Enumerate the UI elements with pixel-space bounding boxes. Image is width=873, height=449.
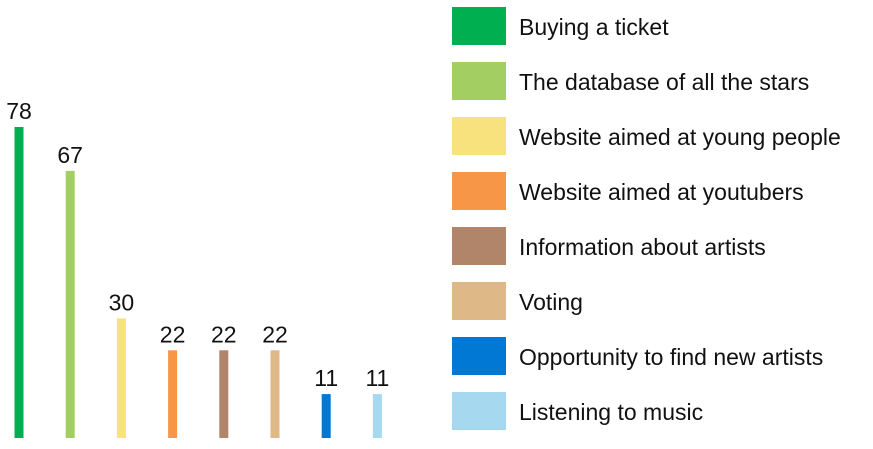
data-label: 22 — [160, 321, 186, 347]
bar — [65, 170, 75, 438]
legend-item: Website aimed at young people — [452, 117, 873, 155]
legend-item: Buying a ticket — [452, 7, 873, 45]
legend-swatch — [452, 227, 506, 265]
legend-item: Voting — [452, 282, 873, 320]
legend-label: Website aimed at youtubers — [519, 179, 804, 205]
data-label: 30 — [109, 289, 135, 315]
bar — [372, 394, 382, 438]
bar — [14, 127, 24, 438]
legend-item: Listening to music — [452, 392, 873, 430]
data-label: 22 — [211, 321, 237, 347]
legend-label: Opportunity to find new artists — [519, 344, 824, 370]
legend-swatch — [452, 117, 506, 155]
bar — [219, 350, 229, 438]
legend-item: The database of all the stars — [452, 62, 873, 100]
legend-swatch — [452, 282, 506, 320]
bar — [321, 394, 331, 438]
bar-chart-plot: 78 67 30 22 22 22 11 11 — [6, 98, 389, 438]
chart-legend: Buying a ticket The database of all the … — [452, 7, 873, 447]
bar — [270, 350, 280, 438]
legend-swatch — [452, 337, 506, 375]
data-label: 78 — [6, 98, 32, 124]
legend-swatch — [452, 62, 506, 100]
legend-item: Opportunity to find new artists — [452, 337, 873, 375]
data-label: 11 — [314, 365, 338, 391]
legend-swatch — [452, 172, 506, 210]
data-label: 22 — [262, 321, 288, 347]
data-label: 67 — [57, 142, 83, 168]
bar — [116, 318, 126, 438]
bar — [168, 350, 178, 438]
legend-item: Website aimed at youtubers — [452, 172, 873, 210]
legend-swatch — [452, 392, 506, 430]
legend-label: Listening to music — [519, 399, 704, 425]
legend-label: Website aimed at young people — [519, 124, 841, 150]
legend-label: Information about artists — [519, 234, 766, 260]
legend-label: The database of all the stars — [519, 69, 810, 95]
legend-label: Buying a ticket — [519, 14, 669, 40]
legend-swatch — [452, 7, 506, 45]
data-label: 11 — [365, 365, 389, 391]
legend-label: Voting — [519, 289, 583, 315]
legend-item: Information about artists — [452, 227, 873, 265]
